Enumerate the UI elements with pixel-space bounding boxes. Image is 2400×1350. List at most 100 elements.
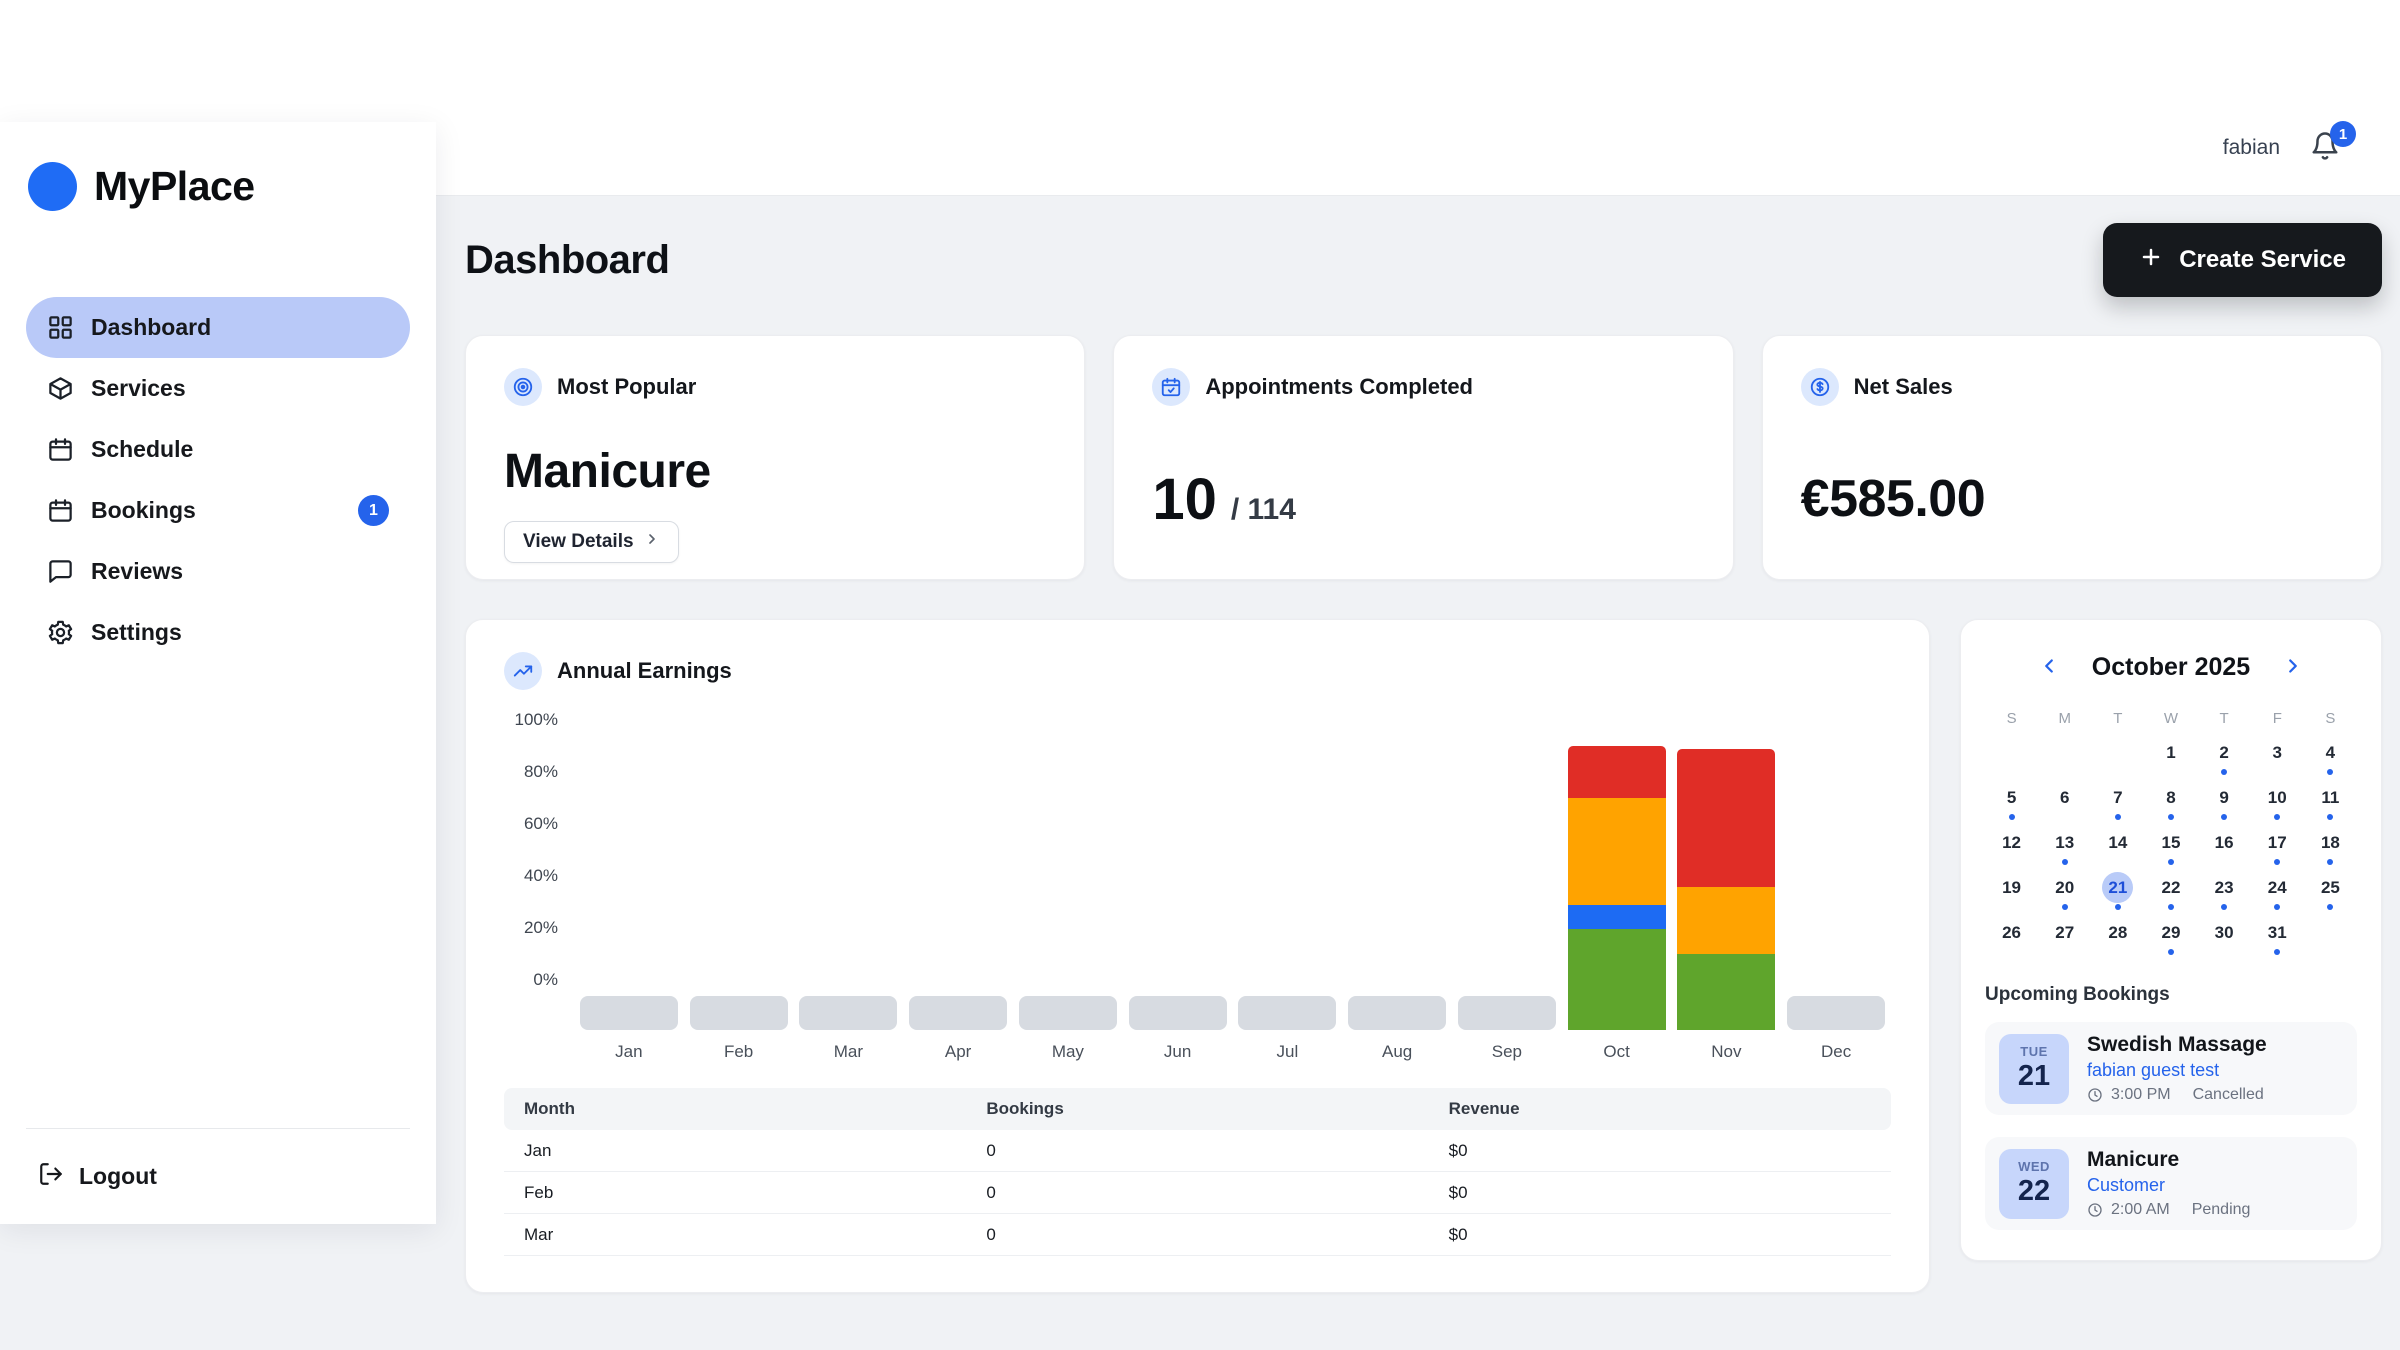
chart-column-jul: Jul <box>1233 720 1343 1066</box>
calendar-day-7[interactable]: 7 <box>2091 780 2144 825</box>
calendar-day-19[interactable]: 19 <box>1985 870 2038 915</box>
calendar-day-14[interactable]: 14 <box>2091 825 2144 870</box>
calendar-day-17[interactable]: 17 <box>2251 825 2304 870</box>
calendar-prev-button[interactable] <box>2032 650 2066 684</box>
calendar-day-21[interactable]: 21 <box>2091 870 2144 915</box>
calendar-day-30[interactable]: 30 <box>2198 915 2251 960</box>
calendar-day-9[interactable]: 9 <box>2198 780 2251 825</box>
calendar-empty-cell <box>2304 915 2357 960</box>
logout-button[interactable]: Logout <box>26 1128 410 1224</box>
chart-month-label: Nov <box>1711 1042 1742 1061</box>
calendar-empty-cell <box>2038 735 2091 780</box>
table-row: Mar 0 $0 <box>504 1214 1891 1256</box>
top-bar-content: fabian 1 <box>2223 118 2356 178</box>
calendar-day-26[interactable]: 26 <box>1985 915 2038 960</box>
create-service-button[interactable]: Create Service <box>2103 223 2382 297</box>
calendar-day-number: 21 <box>2102 872 2134 903</box>
chart-bar-zone <box>1452 720 1562 1030</box>
calendar-grid: 1 2 3 4 5 6 7 8 9 10 11 12 13 14 15 16 17 18 19 20 21 22 23 24 2… <box>1985 735 2357 960</box>
view-details-button[interactable]: View Details <box>504 521 679 563</box>
calendar-day-29[interactable]: 29 <box>2144 915 2197 960</box>
chart-bar <box>1457 996 1556 1030</box>
page-header: Dashboard Create Service <box>465 223 2382 297</box>
chart-bar-zone <box>1672 720 1782 1030</box>
trend-up-icon <box>504 652 542 690</box>
content-row: Annual Earnings 100% 80% 60% 40% 20% 0% Jan Fe… <box>465 619 2382 1293</box>
chart-column-nov: Nov <box>1672 720 1782 1066</box>
sidebar-item-label: Schedule <box>91 436 194 462</box>
booking-item[interactable]: TUE 21 Swedish Massage fabian guest test 3:0… <box>1985 1022 2357 1115</box>
calendar-day-10[interactable]: 10 <box>2251 780 2304 825</box>
chart-bar-zone <box>1342 720 1452 1030</box>
chart-column-may: May <box>1013 720 1123 1066</box>
calendar-weekday: S <box>2006 710 2017 727</box>
chart-y-axis: 100% 80% 60% 40% 20% 0% <box>504 710 574 1030</box>
annual-earnings-title: Annual Earnings <box>557 658 732 683</box>
annual-earnings-card: Annual Earnings 100% 80% 60% 40% 20% 0% Jan Fe… <box>465 619 1930 1293</box>
chart-segment-green <box>1677 953 1776 1030</box>
calendar-day-11[interactable]: 11 <box>2304 780 2357 825</box>
calendar-day-5[interactable]: 5 <box>1985 780 2038 825</box>
calendar-day-27[interactable]: 27 <box>2038 915 2091 960</box>
calendar-day-number: 10 <box>2267 787 2287 807</box>
calendar-day-28[interactable]: 28 <box>2091 915 2144 960</box>
chart-column-mar: Mar <box>794 720 904 1066</box>
calendar-day-number: 13 <box>2055 832 2075 852</box>
calendar-day-2[interactable]: 2 <box>2198 735 2251 780</box>
sidebar-item-label: Bookings <box>91 497 196 523</box>
calendar-day-number: 14 <box>2108 832 2128 852</box>
calendar-day-22[interactable]: 22 <box>2144 870 2197 915</box>
calendar-weekday: W <box>2163 710 2179 727</box>
booking-customer-link[interactable]: Customer <box>2087 1175 2166 1195</box>
calendar-day-23[interactable]: 23 <box>2198 870 2251 915</box>
calendar-next-button[interactable] <box>2276 650 2310 684</box>
calendar-day-number: 1 <box>2166 742 2176 762</box>
stat-title: Net Sales <box>1853 374 1953 399</box>
calendar-day-20[interactable]: 20 <box>2038 870 2091 915</box>
chart-placeholder-bar <box>1238 996 1337 1030</box>
sidebar-item-dashboard[interactable]: Dashboard <box>26 297 410 358</box>
calendar-day-13[interactable]: 13 <box>2038 825 2091 870</box>
stats-row: Most Popular Manicure View Details Appoi… <box>465 335 2382 580</box>
calendar-day-number: 20 <box>2055 877 2075 897</box>
booking-info: Manicure Customer 2:00 AM Pending <box>2087 1148 2250 1219</box>
booking-dot <box>2327 769 2334 775</box>
calendar-day-number: 29 <box>2161 922 2181 942</box>
grid-icon <box>47 314 74 341</box>
stat-card-net-sales: Net Sales €585.00 <box>1761 335 2382 580</box>
sidebar-item-settings[interactable]: Settings <box>26 602 410 663</box>
notifications-button[interactable]: 1 <box>2310 121 2356 165</box>
booking-dot <box>2167 949 2174 955</box>
booking-customer-link[interactable]: fabian guest test <box>2087 1060 2220 1080</box>
most-popular-service-value: Manicure <box>504 445 711 498</box>
create-service-label: Create Service <box>2179 246 2346 273</box>
calendar-day-1[interactable]: 1 <box>2144 735 2197 780</box>
clock-icon <box>2087 1202 2103 1218</box>
calendar-day-18[interactable]: 18 <box>2304 825 2357 870</box>
calendar-day-31[interactable]: 31 <box>2251 915 2304 960</box>
calendar-day-3[interactable]: 3 <box>2251 735 2304 780</box>
booking-dot <box>2274 949 2281 955</box>
booking-day-of-week: TUE <box>2020 1044 2048 1059</box>
calendar-day-24[interactable]: 24 <box>2251 870 2304 915</box>
calendar-day-number: 9 <box>2219 787 2229 807</box>
calendar-weekday: T <box>2113 710 2123 727</box>
chart-column-feb: Feb <box>684 720 794 1066</box>
calendar-day-6[interactable]: 6 <box>2038 780 2091 825</box>
sidebar-item-reviews[interactable]: Reviews <box>26 541 410 602</box>
chart-bar <box>799 996 898 1030</box>
sidebar-item-bookings[interactable]: Bookings 1 <box>26 480 410 541</box>
calendar-day-4[interactable]: 4 <box>2304 735 2357 780</box>
calendar-day-15[interactable]: 15 <box>2144 825 2197 870</box>
calendar-day-25[interactable]: 25 <box>2304 870 2357 915</box>
calendar-day-8[interactable]: 8 <box>2144 780 2197 825</box>
calendar-day-16[interactable]: 16 <box>2198 825 2251 870</box>
earnings-table: Month Bookings Revenue Jan 0 $0 Feb 0 $0 Mar 0 $0 <box>504 1088 1891 1256</box>
calendar-day-number: 19 <box>2002 877 2022 897</box>
booking-service-name: Swedish Massage <box>2087 1033 2267 1056</box>
calendar-day-12[interactable]: 12 <box>1985 825 2038 870</box>
sidebar-item-services[interactable]: Services <box>26 358 410 419</box>
booking-item[interactable]: WED 22 Manicure Customer 2:00 AM Pending <box>1985 1137 2357 1230</box>
sidebar-item-schedule[interactable]: Schedule <box>26 419 410 480</box>
chart-month-label: Aug <box>1382 1042 1413 1061</box>
